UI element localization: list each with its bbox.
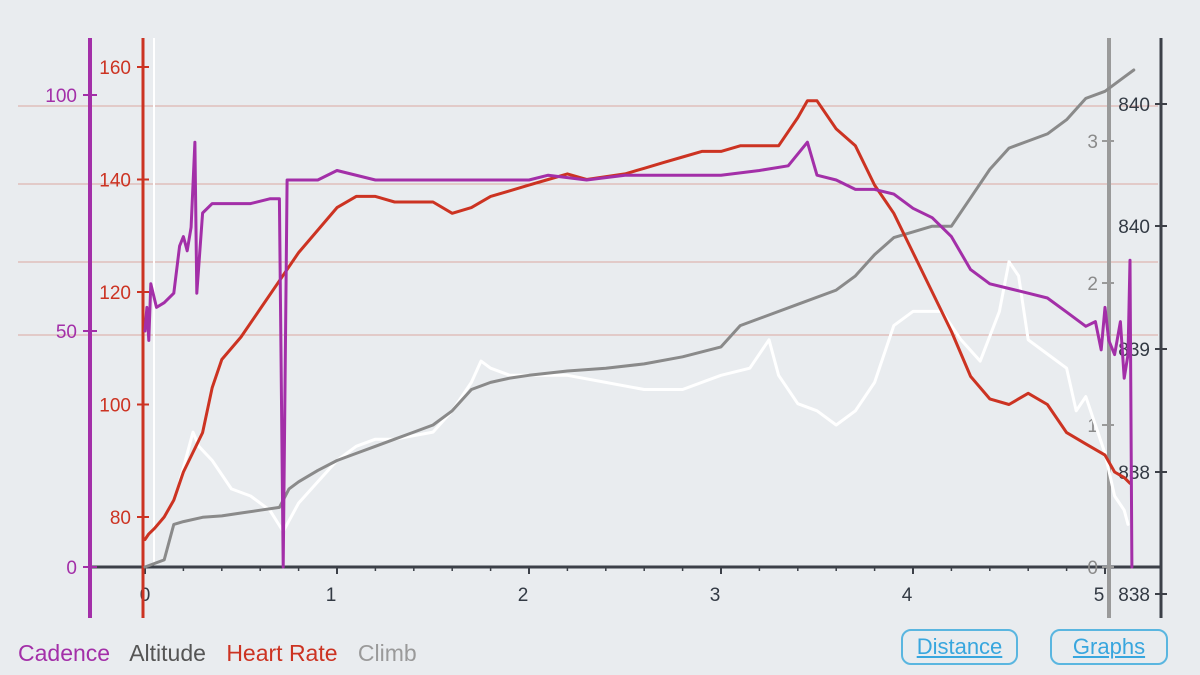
- climb-tick-label-2: 2: [1087, 274, 1098, 295]
- altitude-tick-label-4: 838: [1118, 585, 1150, 606]
- heart-rate-tick-label-3: 140: [99, 171, 131, 192]
- climb-tick-label-3: 3: [1087, 132, 1098, 153]
- heart-rate-tick-label-1: 100: [99, 396, 131, 417]
- cadence-tick-label-2: 100: [45, 86, 77, 107]
- heart-rate-tick-label-0: 80: [110, 508, 131, 529]
- heart-rate-tick-label-2: 120: [99, 283, 131, 304]
- x-tick-label-3: 3: [710, 585, 721, 606]
- legend: Cadence Altitude Heart Rate Climb: [18, 640, 431, 667]
- x-tick-label-2: 2: [518, 585, 529, 606]
- cadence-tick-label-0: 0: [66, 558, 77, 579]
- series-climb-line: [143, 68, 1136, 569]
- heart-rate-tick-label-4: 160: [99, 58, 131, 79]
- x-tick-label-4: 4: [902, 585, 913, 606]
- chart-canvas: 0 1 2 3 4 50501008010012014016001238408408398…: [18, 38, 1167, 618]
- climb-tick-label-1: 1: [1087, 416, 1098, 437]
- series-heart-rate-line: [143, 99, 1132, 541]
- legend-heart-rate: Heart Rate: [226, 640, 338, 666]
- altitude-tick-label-0: 840: [1118, 95, 1150, 116]
- legend-climb: Climb: [357, 640, 417, 666]
- legend-altitude: Altitude: [129, 640, 206, 666]
- legend-cadence: Cadence: [18, 640, 111, 666]
- x-tick-label-1: 1: [326, 585, 337, 606]
- climb-tick-label-0: 0: [1087, 558, 1098, 579]
- cadence-tick-label-1: 50: [56, 322, 77, 343]
- x-tick-label-0: 0: [140, 585, 151, 606]
- distance-button[interactable]: Distance: [901, 629, 1018, 665]
- altitude-tick-label-1: 840: [1118, 217, 1150, 238]
- graphs-button[interactable]: Graphs: [1050, 629, 1168, 665]
- altitude-tick-label-2: 839: [1118, 340, 1150, 361]
- altitude-tick-label-3: 838: [1118, 463, 1150, 484]
- series-altitude-line: [178, 260, 1130, 533]
- series-cadence-line: [143, 140, 1134, 569]
- x-tick-label-5: 5: [1094, 585, 1105, 606]
